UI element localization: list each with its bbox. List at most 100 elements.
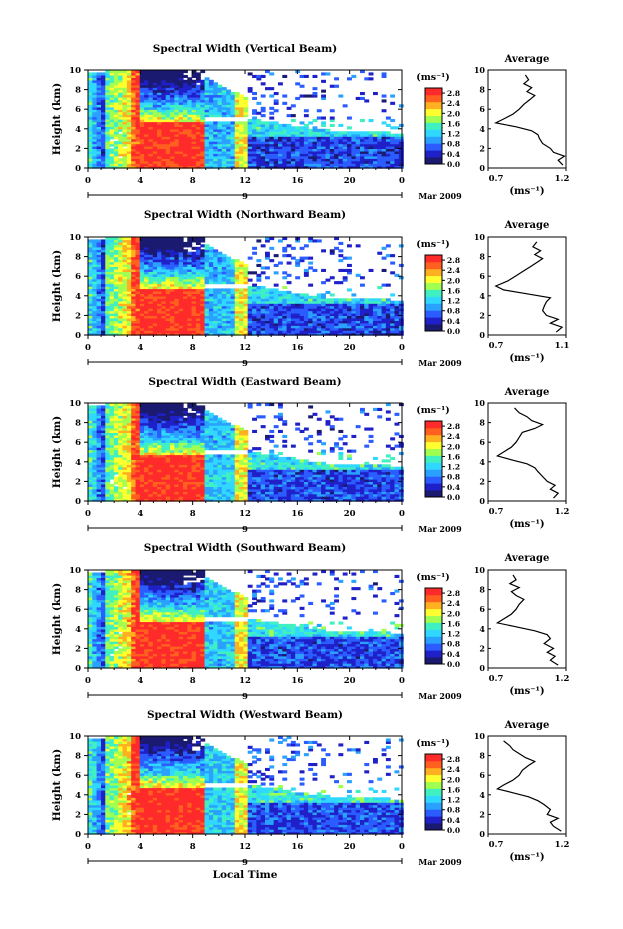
heatmap-cell bbox=[321, 141, 326, 145]
heatmap-cell bbox=[161, 99, 167, 103]
heatmap-cell bbox=[135, 241, 141, 245]
heatmap-cell bbox=[105, 84, 111, 88]
heatmap-cell bbox=[152, 106, 158, 110]
heatmap-cell bbox=[252, 290, 257, 294]
heatmap-cell bbox=[92, 295, 98, 299]
heatmap-cell bbox=[92, 432, 98, 436]
heatmap-cell bbox=[92, 271, 98, 275]
heatmap-cell bbox=[334, 322, 339, 326]
heatmap-cell bbox=[342, 327, 348, 331]
heatmap-cell bbox=[286, 141, 292, 145]
heatmap-cell bbox=[170, 332, 175, 336]
heatmap-cell bbox=[174, 158, 180, 162]
heatmap-cell bbox=[187, 123, 193, 127]
heatmap-cell bbox=[144, 281, 149, 285]
heatmap-cell bbox=[101, 429, 106, 433]
heatmap-cell bbox=[174, 278, 180, 282]
heatmap-cell bbox=[394, 155, 400, 159]
heatmap-cell bbox=[282, 310, 288, 314]
heatmap-cell bbox=[118, 442, 124, 446]
heatmap-cell bbox=[355, 145, 361, 149]
heatmap-cell bbox=[148, 111, 154, 115]
heatmap-cell bbox=[204, 114, 210, 118]
heatmap-cell bbox=[368, 133, 374, 137]
heatmap-cell bbox=[126, 456, 132, 460]
heatmap-cell bbox=[398, 320, 404, 324]
colorbar-swatch bbox=[425, 261, 442, 270]
heatmap-cell bbox=[135, 286, 141, 290]
heatmap-cell bbox=[312, 141, 318, 145]
heatmap-cell bbox=[269, 332, 275, 336]
heatmap-cell bbox=[165, 283, 171, 287]
heatmap-cell bbox=[139, 119, 145, 123]
heatmap-cell bbox=[92, 429, 98, 433]
heatmap-cell bbox=[126, 410, 132, 414]
heatmap-cell bbox=[105, 89, 111, 93]
heatmap-cell bbox=[96, 305, 102, 309]
heatmap-cell bbox=[157, 96, 162, 100]
heatmap-cell bbox=[126, 320, 132, 324]
heatmap-cell bbox=[88, 145, 93, 149]
heatmap-cell bbox=[385, 153, 391, 157]
heatmap-cell bbox=[226, 99, 232, 103]
heatmap-cell bbox=[170, 138, 175, 142]
heatmap-cell bbox=[312, 133, 318, 137]
heatmap-cell bbox=[265, 298, 270, 302]
heatmap-cell bbox=[256, 315, 262, 319]
y-tick-label: 6 bbox=[75, 105, 81, 115]
heatmap-cell bbox=[174, 155, 180, 159]
heatmap-cell bbox=[217, 268, 223, 272]
heatmap-cell bbox=[221, 273, 227, 277]
heatmap-cell bbox=[135, 439, 141, 443]
heatmap-cell bbox=[347, 150, 352, 154]
heatmap-cell bbox=[247, 143, 253, 147]
heatmap-cell bbox=[195, 74, 201, 78]
heatmap-cell bbox=[368, 77, 374, 81]
heatmap-cell bbox=[139, 123, 145, 127]
heatmap-cell bbox=[144, 246, 149, 250]
heatmap-cell bbox=[217, 263, 223, 267]
heatmap-cell bbox=[88, 148, 93, 152]
heatmap-cell bbox=[200, 136, 206, 140]
heatmap-cell bbox=[101, 261, 106, 265]
heatmap-cell bbox=[385, 133, 391, 137]
heatmap-cell bbox=[96, 131, 102, 135]
heatmap-cell bbox=[364, 163, 370, 167]
colorbar-tick-label: 0.8 bbox=[447, 140, 460, 149]
heatmap-cell bbox=[152, 271, 158, 275]
heatmap-cell bbox=[135, 141, 141, 145]
heatmap-cell bbox=[88, 498, 93, 502]
heatmap-cell bbox=[148, 320, 154, 324]
heatmap-cell bbox=[96, 481, 102, 485]
heatmap-cell bbox=[131, 403, 137, 407]
heatmap-cell bbox=[368, 322, 374, 326]
heatmap-cell bbox=[265, 276, 270, 280]
heatmap-cell bbox=[256, 148, 262, 152]
heatmap-cell bbox=[113, 160, 119, 164]
heatmap-cell bbox=[109, 403, 115, 407]
heatmap-cell bbox=[347, 325, 352, 329]
heatmap-cell bbox=[273, 150, 279, 154]
heatmap-cell bbox=[126, 422, 132, 426]
heatmap-cell bbox=[101, 239, 106, 243]
heatmap-cell bbox=[187, 94, 193, 98]
colorbar-swatch bbox=[425, 136, 442, 144]
heatmap-cell bbox=[299, 310, 305, 314]
heatmap-cell bbox=[148, 310, 154, 314]
heatmap-cell bbox=[334, 325, 339, 329]
heatmap-cell bbox=[213, 254, 219, 258]
heatmap-cell bbox=[286, 123, 292, 127]
heatmap-cell bbox=[96, 456, 102, 460]
x-tick-label: 0 bbox=[399, 343, 405, 353]
heatmap-cell bbox=[174, 322, 180, 326]
profile-y-tick-label: 4 bbox=[479, 291, 485, 301]
heatmap-cell bbox=[161, 310, 167, 314]
heatmap-cell bbox=[321, 158, 326, 162]
heatmap-cell bbox=[221, 109, 227, 113]
heatmap-cell bbox=[126, 104, 132, 108]
heatmap-cell bbox=[213, 293, 219, 297]
heatmap-cell bbox=[208, 295, 214, 299]
heatmap-cell bbox=[144, 163, 149, 167]
heatmap-cell bbox=[88, 158, 93, 162]
heatmap-cell bbox=[200, 114, 206, 118]
